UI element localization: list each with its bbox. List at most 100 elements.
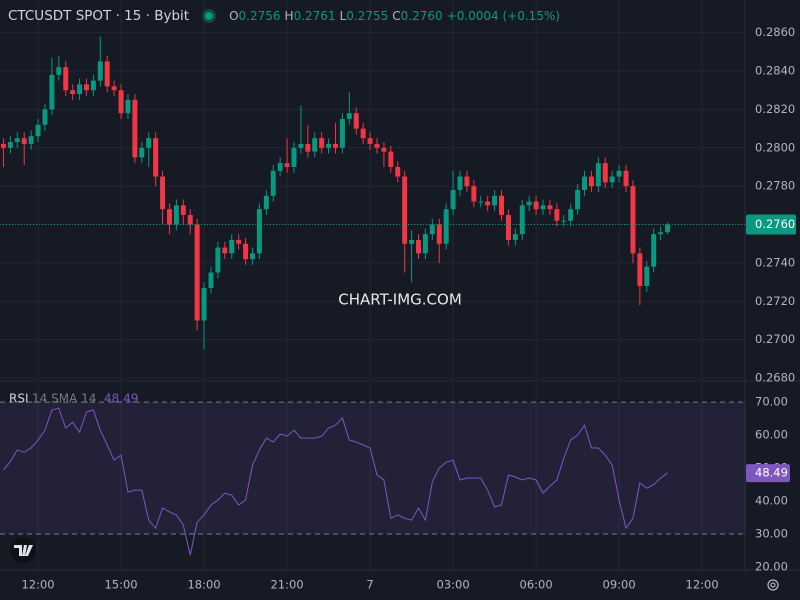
band-layer <box>0 401 745 535</box>
symbol: CTCUSDT SPOT · 15 · Bybit <box>8 8 190 24</box>
candle-body <box>346 113 352 119</box>
candle-body <box>70 90 76 95</box>
x-tick-label: 12:00 <box>686 578 719 592</box>
candle-body <box>28 136 34 144</box>
candle-body <box>360 128 366 139</box>
candle-body <box>180 205 186 215</box>
y-tick-label: 0.2840 <box>755 64 795 78</box>
rsi-value-tag <box>746 464 790 483</box>
settings-icon[interactable] <box>767 579 779 591</box>
x-tick-label: 09:00 <box>603 578 636 592</box>
candle-body <box>249 253 255 260</box>
tv-logo <box>10 537 36 563</box>
candle-body <box>464 176 470 187</box>
candle-body <box>540 205 546 210</box>
candle-body <box>0 143 6 148</box>
y-tick-label: 0.2700 <box>755 332 795 346</box>
candle-body <box>305 143 311 152</box>
candle-body <box>215 247 221 273</box>
candle-body <box>132 99 138 158</box>
candle-body <box>339 118 345 148</box>
candle-body <box>595 163 601 187</box>
candle-body <box>139 147 145 158</box>
candle-body <box>588 176 594 187</box>
candle-body <box>208 272 214 288</box>
candle-body <box>153 138 159 177</box>
candle-body <box>651 234 657 267</box>
close-value: 0.2760 <box>400 9 443 23</box>
rsi-line <box>3 407 668 556</box>
candle-body <box>388 151 394 167</box>
candle-body <box>97 61 103 81</box>
candle-body <box>533 201 539 210</box>
rsi-value-label: 48.49 <box>755 466 788 480</box>
candle-body <box>277 163 283 171</box>
y-tick-label: 0.2780 <box>755 179 795 193</box>
candle-body <box>395 166 401 177</box>
y-tick-label: 0.2680 <box>755 371 795 385</box>
candle-body <box>492 195 498 206</box>
candle-body <box>333 143 338 148</box>
candle-body <box>436 224 442 244</box>
x-tick-label: 7 <box>366 578 373 592</box>
candle-body <box>416 239 421 254</box>
candle-body <box>236 239 242 244</box>
x-tick-label: 21:00 <box>270 578 303 592</box>
candle-body <box>187 214 193 225</box>
candle-body <box>582 176 588 190</box>
candle-body <box>326 143 332 148</box>
candle-body <box>443 209 449 244</box>
candle-body <box>83 84 89 91</box>
y-tick-label: 0.2740 <box>755 255 795 269</box>
candle-body <box>42 109 48 125</box>
candle-body <box>609 176 615 183</box>
candle-body <box>637 253 643 286</box>
open-label: O <box>229 9 239 23</box>
candle-body <box>658 232 664 235</box>
candle-body <box>561 220 567 222</box>
candle-body <box>422 234 428 254</box>
candle-body <box>229 239 235 254</box>
candle-body <box>49 74 55 110</box>
candle-body <box>146 138 152 148</box>
watermark: CHART-IMG.COM <box>338 291 462 309</box>
candle-body <box>547 205 553 210</box>
candle-body <box>291 147 297 167</box>
candle-body <box>505 214 511 240</box>
candle-body <box>243 243 249 260</box>
candle-body <box>312 138 318 152</box>
candle-body <box>568 209 574 221</box>
candle-body <box>125 99 131 114</box>
status-dot <box>205 12 214 20</box>
candle-body <box>526 201 532 206</box>
candle-body <box>485 201 491 206</box>
candle-body <box>35 124 41 137</box>
candle-body <box>644 266 650 286</box>
candle-body <box>374 143 380 148</box>
close-label: C <box>392 9 401 23</box>
x-tick-label: 06:00 <box>520 578 553 592</box>
candle-body <box>630 186 636 254</box>
candle-body <box>519 205 525 235</box>
change-value: +0.0004 (+0.15%) <box>446 9 561 23</box>
candle-body <box>270 170 276 196</box>
candle-body <box>402 176 408 244</box>
candle-body <box>499 195 504 215</box>
candle-body <box>111 86 117 91</box>
candle-body <box>160 176 166 210</box>
last-price-tag <box>746 214 796 235</box>
x-tick-label: 18:00 <box>187 578 220 592</box>
last-price-label: 0.2760 <box>755 217 795 231</box>
candle-body <box>118 90 124 114</box>
candle-body <box>471 186 477 202</box>
rsi-tick-label: 20.00 <box>755 560 788 574</box>
candle-body <box>429 224 435 235</box>
candle-body <box>623 170 629 187</box>
rsi-name: RSI <box>9 392 29 406</box>
y-tick-label: 0.2860 <box>755 25 795 39</box>
candle-body <box>602 163 608 183</box>
candle-body <box>478 201 484 203</box>
rsi-band <box>0 402 745 535</box>
candle-body <box>173 205 179 225</box>
